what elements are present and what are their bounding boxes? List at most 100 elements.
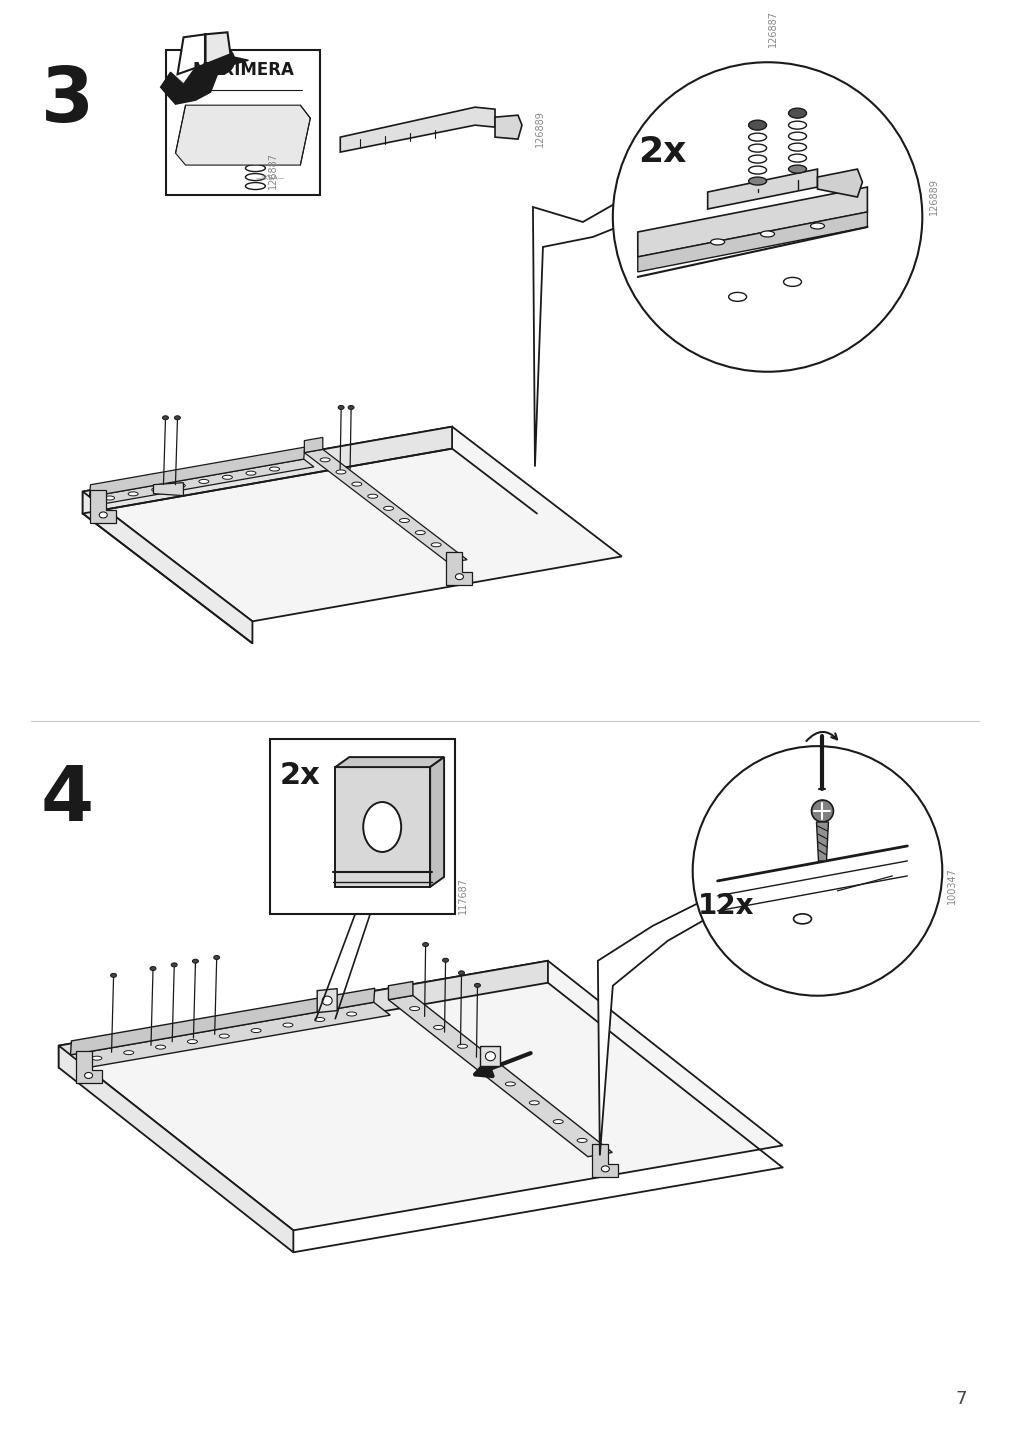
- Ellipse shape: [336, 470, 346, 474]
- Ellipse shape: [363, 802, 400, 852]
- Polygon shape: [59, 961, 782, 1230]
- Ellipse shape: [748, 155, 765, 163]
- Ellipse shape: [246, 165, 265, 172]
- Polygon shape: [71, 988, 374, 1055]
- Ellipse shape: [409, 1007, 420, 1011]
- Ellipse shape: [455, 574, 463, 580]
- Ellipse shape: [348, 405, 354, 410]
- Polygon shape: [83, 491, 252, 643]
- Ellipse shape: [367, 494, 377, 498]
- Polygon shape: [177, 34, 205, 74]
- Ellipse shape: [748, 120, 765, 130]
- Ellipse shape: [347, 1012, 356, 1015]
- Polygon shape: [335, 768, 430, 886]
- Polygon shape: [335, 758, 444, 768]
- Ellipse shape: [352, 483, 362, 485]
- Polygon shape: [76, 1051, 101, 1084]
- Ellipse shape: [788, 143, 806, 152]
- Ellipse shape: [283, 1022, 292, 1027]
- Polygon shape: [90, 490, 116, 523]
- Ellipse shape: [222, 475, 233, 480]
- Ellipse shape: [128, 491, 137, 495]
- Ellipse shape: [576, 1138, 586, 1143]
- Polygon shape: [270, 739, 455, 914]
- Ellipse shape: [110, 974, 116, 978]
- Text: 100347: 100347: [946, 868, 956, 905]
- Ellipse shape: [485, 1051, 495, 1061]
- Ellipse shape: [431, 543, 441, 547]
- Polygon shape: [59, 961, 547, 1068]
- Polygon shape: [598, 901, 702, 1156]
- Ellipse shape: [458, 971, 464, 975]
- Text: 2x: 2x: [637, 135, 685, 169]
- Ellipse shape: [123, 1051, 133, 1054]
- Text: 117687: 117687: [458, 876, 468, 914]
- Ellipse shape: [175, 484, 185, 487]
- Ellipse shape: [783, 278, 801, 286]
- Ellipse shape: [788, 165, 806, 173]
- Ellipse shape: [174, 415, 180, 420]
- Ellipse shape: [192, 959, 198, 964]
- Ellipse shape: [553, 1120, 563, 1124]
- Polygon shape: [166, 50, 320, 195]
- Ellipse shape: [811, 800, 833, 822]
- Text: MAXIMERA: MAXIMERA: [192, 62, 294, 79]
- Ellipse shape: [748, 133, 765, 142]
- Polygon shape: [637, 212, 866, 272]
- Ellipse shape: [163, 415, 168, 420]
- Text: 126887: 126887: [766, 10, 776, 47]
- Circle shape: [613, 62, 921, 372]
- Polygon shape: [231, 56, 248, 66]
- Ellipse shape: [423, 942, 429, 947]
- Polygon shape: [304, 437, 323, 453]
- Ellipse shape: [85, 1073, 92, 1078]
- Ellipse shape: [415, 531, 425, 534]
- Polygon shape: [175, 105, 310, 165]
- Polygon shape: [816, 822, 828, 861]
- Polygon shape: [591, 1144, 618, 1177]
- Ellipse shape: [474, 984, 480, 987]
- Ellipse shape: [156, 1045, 166, 1050]
- Ellipse shape: [504, 1083, 515, 1085]
- Ellipse shape: [99, 513, 107, 518]
- Polygon shape: [446, 551, 472, 584]
- Ellipse shape: [529, 1101, 539, 1104]
- Polygon shape: [817, 169, 861, 198]
- Polygon shape: [83, 427, 621, 621]
- Ellipse shape: [251, 1028, 261, 1032]
- Ellipse shape: [457, 1044, 467, 1048]
- Ellipse shape: [198, 480, 208, 484]
- Polygon shape: [89, 447, 304, 497]
- Polygon shape: [83, 427, 452, 514]
- Ellipse shape: [246, 173, 265, 180]
- Text: 126889: 126889: [535, 110, 544, 147]
- Ellipse shape: [748, 166, 765, 175]
- Ellipse shape: [246, 146, 265, 153]
- Ellipse shape: [246, 137, 265, 145]
- Polygon shape: [316, 988, 337, 1012]
- Polygon shape: [480, 1047, 499, 1067]
- Polygon shape: [533, 202, 617, 467]
- Ellipse shape: [748, 178, 765, 185]
- Ellipse shape: [810, 223, 824, 229]
- Text: 126887: 126887: [268, 152, 278, 189]
- Ellipse shape: [433, 1025, 443, 1030]
- Ellipse shape: [383, 507, 393, 510]
- Polygon shape: [388, 981, 412, 1000]
- Ellipse shape: [171, 962, 177, 967]
- Ellipse shape: [338, 405, 344, 410]
- Text: 7: 7: [954, 1390, 967, 1408]
- Text: 12x: 12x: [697, 892, 753, 919]
- Ellipse shape: [246, 156, 265, 163]
- Ellipse shape: [442, 958, 448, 962]
- Ellipse shape: [793, 914, 811, 924]
- Polygon shape: [304, 450, 467, 563]
- Polygon shape: [637, 188, 866, 256]
- Ellipse shape: [246, 129, 265, 136]
- Polygon shape: [388, 995, 612, 1157]
- Ellipse shape: [314, 1018, 325, 1021]
- Circle shape: [206, 46, 235, 74]
- Ellipse shape: [748, 145, 765, 152]
- Ellipse shape: [788, 109, 806, 119]
- Ellipse shape: [788, 132, 806, 140]
